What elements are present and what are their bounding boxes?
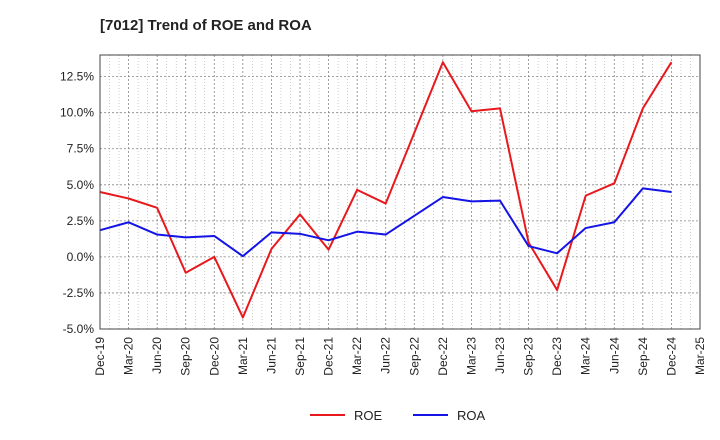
x-tick-label: Sep-23 <box>522 337 536 376</box>
x-tick-label: Mar-23 <box>464 337 478 375</box>
y-tick-label: -5.0% <box>63 322 95 336</box>
x-tick-label: Sep-20 <box>179 337 193 376</box>
y-tick-label: 10.0% <box>60 106 94 120</box>
series-line-roa <box>99 187 672 258</box>
x-tick-label: Dec-19 <box>93 337 107 376</box>
x-tick-label: Jun-21 <box>264 337 278 374</box>
plot-area <box>100 55 700 329</box>
x-tick-label: Mar-20 <box>122 337 136 375</box>
y-tick-label: 7.5% <box>67 142 95 156</box>
x-tick-label: Mar-24 <box>579 337 593 375</box>
x-tick-label: Sep-22 <box>407 337 421 376</box>
x-tick-label: Mar-21 <box>236 337 250 375</box>
x-axis-tick-labels: Dec-19 Mar-20 Jun-20 Sep-20 Dec-20 Mar-21 Jun-… <box>93 337 707 376</box>
x-tick-label: Mar-25 <box>693 337 707 375</box>
y-axis-tick-labels: 12.5% 10.0% 7.5% 5.0% 2.5% 0.0% -2.5% -5.0% <box>60 70 94 336</box>
x-tick-label: Dec-23 <box>550 337 564 376</box>
y-tick-label: 12.5% <box>60 70 94 84</box>
y-tick-label: 5.0% <box>67 178 95 192</box>
x-tick-label: Dec-22 <box>436 337 450 376</box>
x-tick-label: Dec-21 <box>322 337 336 376</box>
x-tick-label: Dec-20 <box>207 337 221 376</box>
grid-lines <box>100 55 700 330</box>
x-tick-label: Dec-24 <box>664 337 678 376</box>
x-tick-label: Jun-24 <box>607 337 621 374</box>
y-tick-label: 0.0% <box>67 250 95 264</box>
legend: ROE ROA <box>310 408 486 423</box>
x-tick-label: Jun-20 <box>150 337 164 374</box>
x-tick-label: Jun-23 <box>493 337 507 374</box>
chart-title: [7012] Trend of ROE and ROA <box>100 17 312 34</box>
x-tick-label: Mar-22 <box>350 337 364 375</box>
plot-border <box>99 54 701 330</box>
series-lines <box>99 61 673 319</box>
y-tick-label: 2.5% <box>67 214 95 228</box>
series-line-roe <box>99 61 673 319</box>
x-tick-label: Sep-21 <box>293 337 307 376</box>
legend-roe-label: ROE <box>354 408 383 423</box>
x-tick-label: Sep-24 <box>636 337 650 376</box>
y-tick-label: -2.5% <box>63 286 95 300</box>
x-tick-label: Jun-22 <box>379 337 393 374</box>
legend-roa-label: ROA <box>457 408 486 423</box>
